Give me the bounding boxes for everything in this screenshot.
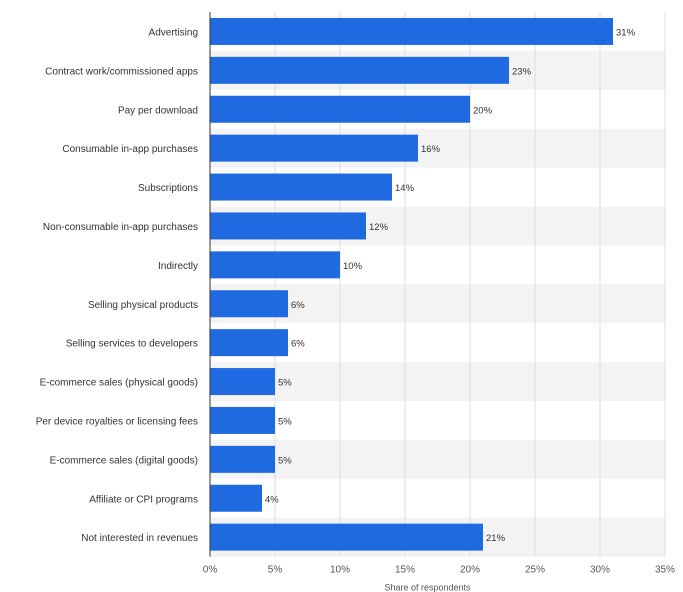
category-label: Per device royalties or licensing fees: [36, 416, 198, 427]
data-label: 6%: [291, 300, 305, 311]
category-label: Indirectly: [158, 261, 198, 272]
bar[interactable]: [210, 212, 366, 240]
bar[interactable]: [210, 251, 340, 279]
x-tick-label: 25%: [525, 565, 545, 576]
x-tick-label: 35%: [655, 565, 675, 576]
data-label: 20%: [473, 105, 493, 116]
x-tick-label: 0%: [203, 565, 218, 576]
x-axis-title: Share of respondents: [384, 583, 471, 592]
bar[interactable]: [210, 173, 392, 201]
category-label: Pay per download: [118, 105, 198, 116]
data-label: 4%: [265, 494, 279, 505]
bar[interactable]: [210, 17, 613, 45]
bar[interactable]: [210, 445, 275, 473]
category-label: E-commerce sales (physical goods): [40, 378, 198, 389]
category-label: Not interested in revenues: [81, 533, 198, 544]
data-label: 5%: [278, 455, 292, 466]
category-label: Advertising: [149, 27, 198, 38]
data-label: 16%: [421, 144, 441, 155]
data-label: 31%: [616, 27, 636, 38]
category-label: E-commerce sales (digital goods): [50, 455, 198, 466]
x-tick-label: 30%: [590, 565, 610, 576]
x-tick-label: 5%: [268, 565, 283, 576]
x-tick-label: 20%: [460, 565, 480, 576]
data-label: 14%: [395, 183, 415, 194]
data-label: 5%: [278, 416, 292, 427]
category-label: Affiliate or CPI programs: [89, 494, 198, 505]
category-label: Selling physical products: [88, 300, 198, 311]
category-label: Non-consumable in-app purchases: [43, 222, 198, 233]
bar[interactable]: [210, 368, 275, 396]
bar[interactable]: [210, 95, 470, 123]
category-label: Subscriptions: [138, 183, 198, 194]
bar[interactable]: [210, 134, 418, 162]
bar[interactable]: [210, 56, 509, 84]
bar[interactable]: [210, 290, 288, 318]
bar[interactable]: [210, 406, 275, 434]
data-label: 10%: [343, 261, 363, 272]
data-label: 12%: [369, 222, 389, 233]
category-label: Consumable in-app purchases: [62, 144, 198, 155]
data-label: 6%: [291, 339, 305, 350]
row-stripe: [210, 439, 665, 479]
x-tick-label: 10%: [330, 565, 350, 576]
data-label: 21%: [486, 533, 506, 544]
x-tick-label: 15%: [395, 565, 415, 576]
bar[interactable]: [210, 523, 483, 551]
row-stripe: [210, 362, 665, 401]
data-label: 5%: [278, 378, 292, 389]
category-label: Contract work/commissioned apps: [45, 66, 198, 77]
bar[interactable]: [210, 329, 288, 357]
category-label: Selling services to developers: [66, 339, 198, 350]
data-label: 23%: [512, 66, 532, 77]
bar[interactable]: [210, 484, 262, 512]
